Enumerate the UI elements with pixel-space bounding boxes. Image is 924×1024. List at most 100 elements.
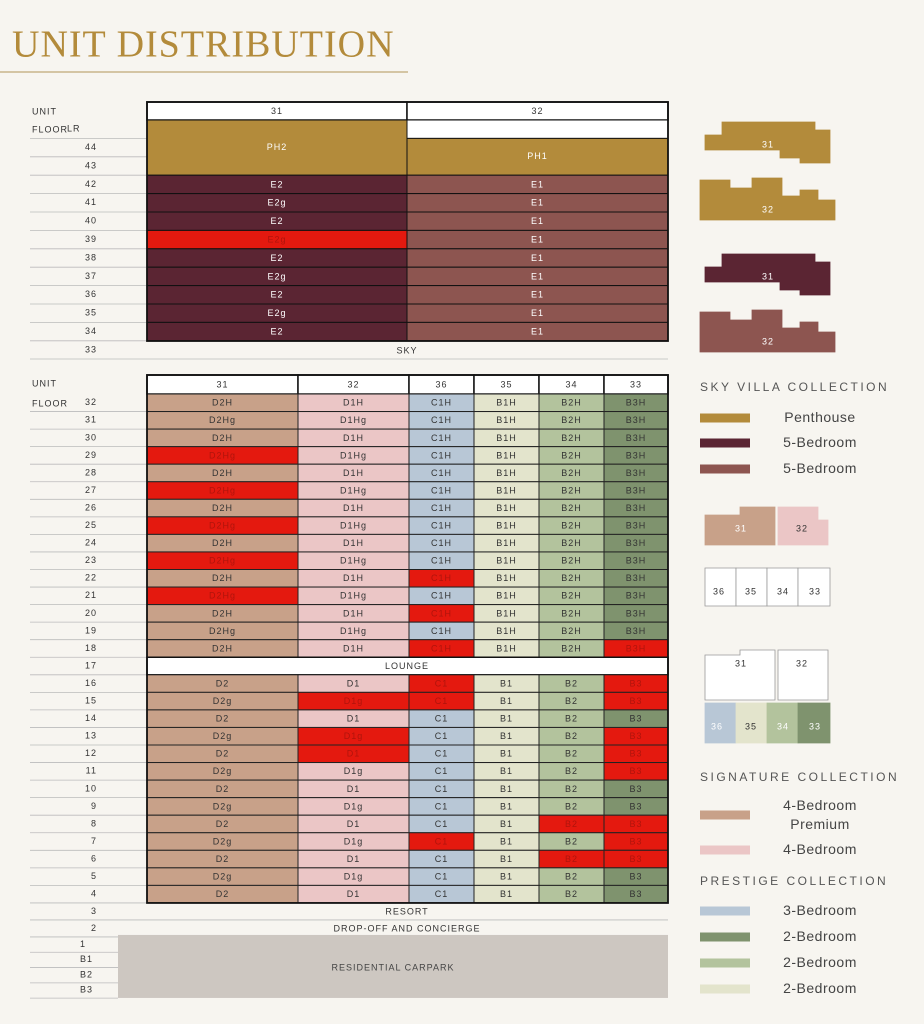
unit-code: E2 <box>270 290 283 300</box>
unit-code: D1H <box>343 573 364 583</box>
legend-swatch <box>700 810 750 820</box>
unit-code: B3 <box>629 854 642 864</box>
unit-code: B1H <box>496 450 517 460</box>
unit-code: B2H <box>561 556 582 566</box>
unit-code: B2 <box>565 801 578 811</box>
unit-code: B3H <box>626 433 647 443</box>
legend-label: 2-Bedroom <box>783 980 857 996</box>
unit-code: B2H <box>561 521 582 531</box>
legend-label: 3-Bedroom <box>783 902 857 918</box>
floor-number: 23 <box>85 555 97 565</box>
unit-code: B3H <box>626 468 647 478</box>
unit-code: B1H <box>496 503 517 513</box>
floor-number: 16 <box>85 678 97 688</box>
floor-number: 40 <box>85 216 97 226</box>
floor-number: 21 <box>85 590 97 600</box>
unit-code: C1H <box>431 415 452 425</box>
legend-swatch <box>700 906 750 916</box>
unit-code: B3H <box>626 521 647 531</box>
legend-swatch <box>700 958 750 968</box>
unit-code: C1 <box>435 696 449 706</box>
unit-code: B1 <box>500 731 513 741</box>
unit-code: E1 <box>531 179 544 189</box>
floor-number: 3 <box>91 906 97 916</box>
unit-code: C1 <box>435 784 449 794</box>
unit-header-label: 31 <box>271 106 283 116</box>
penthouse <box>406 137 669 176</box>
unit-code: B3H <box>626 608 647 618</box>
unit-code: B2H <box>561 468 582 478</box>
unit-code: C1H <box>431 433 452 443</box>
unit-code: D1H <box>343 643 364 653</box>
main-frame <box>146 374 669 904</box>
unit-code: D2Hg <box>209 485 236 495</box>
floor-number: LR <box>67 124 81 134</box>
unit-code: D2Hg <box>209 415 236 425</box>
unit-code: B3H <box>626 643 647 653</box>
unit-code: E2g <box>267 198 286 208</box>
floor-number: 8 <box>91 818 97 828</box>
plan-label: 34 <box>777 721 789 731</box>
unit-code: E1 <box>531 234 544 244</box>
plan-label: 34 <box>777 586 789 596</box>
unit-label: UNIT <box>32 378 57 388</box>
unit-code: B3 <box>629 731 642 741</box>
unit-code: D1Hg <box>340 556 367 566</box>
unit-code: D1g <box>344 766 364 776</box>
unit-code: D2Hg <box>209 626 236 636</box>
floor-number: 42 <box>85 179 97 189</box>
unit-code: D2H <box>212 643 233 653</box>
unit-code: D1g <box>344 696 364 706</box>
unit-code: B2H <box>561 433 582 443</box>
plan-label: 33 <box>809 721 821 731</box>
plan-label: 32 <box>796 658 808 668</box>
unit-code: D1 <box>347 854 361 864</box>
unit-code: D1Hg <box>340 521 367 531</box>
unit-code: B2H <box>561 626 582 636</box>
plan-unit <box>699 177 836 221</box>
unit-code: D2H <box>212 398 233 408</box>
unit-code: D2Hg <box>209 556 236 566</box>
unit-code: D2g <box>213 836 233 846</box>
unit-code: D1Hg <box>340 591 367 601</box>
unit-code: C1H <box>431 485 452 495</box>
unit-code: D2g <box>213 731 233 741</box>
floor-number: 6 <box>91 853 97 863</box>
unit-code: E2g <box>267 234 286 244</box>
unit-code: B3 <box>629 766 642 776</box>
unit-header-label: 35 <box>500 379 512 389</box>
unit-code: D1 <box>347 749 361 759</box>
legend-label: 2-Bedroom <box>783 954 857 970</box>
plan-label: 31 <box>735 523 747 533</box>
floor-number: 19 <box>85 625 97 635</box>
unit-code: E2g <box>267 308 286 318</box>
unit-code: D1Hg <box>340 626 367 636</box>
floor-number: 41 <box>85 197 97 207</box>
unit-code: E2 <box>270 253 283 263</box>
unit-code: B1H <box>496 573 517 583</box>
legend-label: 2-Bedroom <box>783 928 857 944</box>
unit-code: C1 <box>435 731 449 741</box>
unit-code: B1H <box>496 433 517 443</box>
plan-unit <box>704 649 776 701</box>
unit-code: E1 <box>531 198 544 208</box>
unit-code: C1 <box>435 678 449 688</box>
unit-code: C1H <box>431 626 452 636</box>
legend-label: 4-Bedroom Premium <box>783 797 857 832</box>
unit-code: C1H <box>431 538 452 548</box>
unit-code: D2Hg <box>209 591 236 601</box>
unit-code: D2H <box>212 433 233 443</box>
unit-code: B2 <box>565 836 578 846</box>
unit-code: B3H <box>626 503 647 513</box>
unit-code: D1g <box>344 801 364 811</box>
plan-label: 35 <box>745 586 757 596</box>
floor-number: 11 <box>86 766 97 776</box>
unit-code: B1H <box>496 556 517 566</box>
legend-swatch <box>700 845 750 855</box>
unit-code: E1 <box>531 253 544 263</box>
legend-label: 4-Bedroom <box>783 841 857 857</box>
legend-swatch <box>700 984 750 994</box>
unit-code: C1 <box>435 801 449 811</box>
